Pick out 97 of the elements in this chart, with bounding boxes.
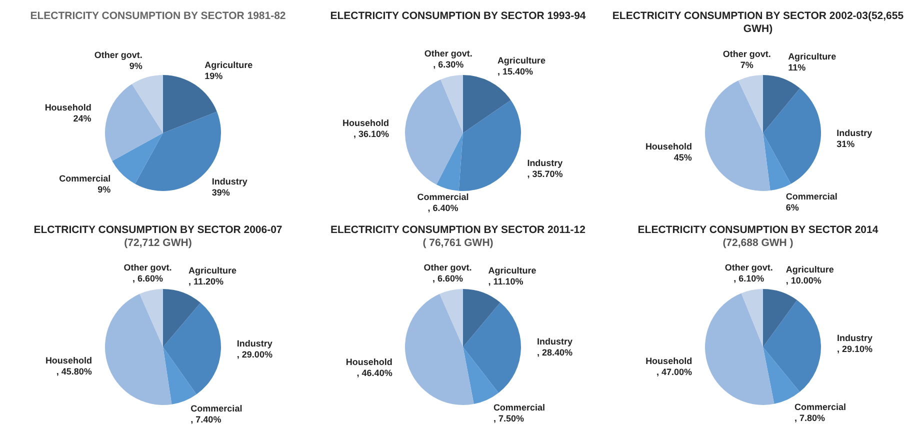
- chart-title: ELECTRICITY CONSUMPTION BY SECTOR 1981-82: [29, 10, 287, 23]
- chart-title: ELECTRICITY CONSUMPTION BY SECTOR 2014: [636, 224, 880, 237]
- data-label: 9%: [129, 60, 142, 71]
- slice-label: Other govt.: [724, 262, 773, 272]
- data-label: , 35.70%: [527, 168, 563, 179]
- pie-slice: [112, 133, 163, 184]
- pie-slice: [436, 133, 463, 191]
- pie-slice: [763, 133, 791, 191]
- slice-label: Commercial: [190, 404, 242, 414]
- data-label: , 10.00%: [786, 276, 822, 286]
- slice-label: Commercial: [493, 402, 545, 412]
- data-label: 6%: [786, 202, 799, 212]
- pie-slice: [763, 289, 798, 347]
- pie-slice: [405, 79, 463, 185]
- data-label: , 6.40%: [428, 203, 458, 214]
- pie-slice: [163, 302, 221, 394]
- pie-slice: [763, 347, 800, 404]
- pie-slice: [463, 289, 500, 347]
- data-label: , 7.40%: [190, 414, 222, 425]
- slice-label: Other govt.: [424, 262, 472, 273]
- data-label: , 15.40%: [497, 66, 533, 77]
- slice-label: Commercial: [59, 173, 111, 184]
- pie-slice: [140, 289, 163, 347]
- pie-slice: [738, 75, 763, 133]
- slice-label: Industry: [536, 336, 572, 346]
- slice-label: Household: [45, 356, 92, 366]
- data-label: , 47.00%: [656, 367, 692, 378]
- slice-label: Other govt.: [722, 48, 771, 59]
- slice-label: Other govt.: [94, 50, 142, 60]
- data-label: , 6.10%: [734, 273, 764, 284]
- pie-slice: [440, 75, 463, 133]
- chart-title: ELECTRICITY CONSUMPTION BY SECTOR 2002-03(52,655 GWH): [611, 10, 905, 36]
- slice-label: Industry: [236, 338, 272, 348]
- slice-label: Industry: [836, 128, 872, 138]
- pie-slice: [105, 294, 172, 405]
- slice-label: Commercial: [417, 192, 469, 202]
- pie-slice: [163, 289, 201, 347]
- slice-label: Other govt.: [124, 262, 172, 273]
- chart-subtitle: ( 76,761 GWH): [422, 237, 494, 250]
- data-label: , 11.10%: [488, 276, 524, 286]
- pie-slice: [705, 293, 774, 405]
- chart-subtitle: (72,712 GWH): [123, 237, 193, 250]
- pie-slice: [763, 88, 821, 184]
- slice-label: Agriculture: [204, 60, 253, 70]
- data-label: , 6.60%: [432, 274, 464, 284]
- slice-label: Household: [645, 142, 692, 152]
- slice-label: Other govt.: [424, 48, 472, 58]
- slice-label: Agriculture: [786, 264, 834, 275]
- slice-label: Commercial: [794, 402, 846, 412]
- data-label: , 7.50%: [493, 413, 524, 424]
- data-label: , 6.60%: [132, 274, 164, 284]
- slice-label: Agriculture: [188, 266, 237, 276]
- data-label: , 46.40%: [356, 368, 392, 378]
- data-label: 24%: [73, 114, 92, 124]
- data-label: , 28.40%: [536, 347, 573, 358]
- slice-label: Industry: [836, 332, 872, 343]
- pie-slice: [463, 302, 521, 393]
- data-label: 9%: [98, 184, 111, 194]
- slice-label: Household: [646, 356, 692, 366]
- pie-slice: [463, 347, 499, 404]
- data-label: 19%: [204, 70, 223, 81]
- slice-label: Agriculture: [788, 51, 836, 62]
- chart-title: ELECTRICITY CONSUMPTION BY SECTOR 2011-12: [330, 224, 586, 237]
- data-label: , 6.30%: [433, 59, 464, 70]
- slice-label: Household: [346, 356, 392, 367]
- data-label: , 29.00%: [236, 349, 272, 360]
- slice-label: Industry: [527, 158, 563, 168]
- data-label: 45%: [674, 152, 692, 163]
- pie-slice: [763, 75, 800, 133]
- pie-slice: [458, 100, 521, 191]
- pie-slice: [132, 75, 163, 133]
- data-label: , 36.10%: [354, 129, 390, 140]
- chart-title: ELCTRICITY CONSUMPTION BY SECTOR 2006-07: [32, 224, 284, 237]
- pie-slice: [741, 289, 763, 347]
- pie-slice: [763, 300, 821, 392]
- pie-slice: [440, 289, 463, 347]
- slice-label: Household: [44, 102, 92, 113]
- chart-title: ELECTRICITY CONSUMPTION BY SECTOR 1993-94: [329, 10, 587, 23]
- data-label: , 11.20%: [188, 276, 224, 287]
- data-label: 39%: [212, 188, 230, 198]
- pie-slice: [705, 80, 770, 191]
- data-label: , 29.10%: [836, 344, 872, 354]
- chart-subtitle: (72,688 GWH ): [722, 237, 794, 250]
- data-label: , 45.80%: [56, 366, 92, 377]
- slice-label: Commercial: [786, 191, 838, 202]
- slice-label: Industry: [212, 176, 248, 187]
- data-label: 11%: [788, 62, 806, 72]
- data-label: 31%: [836, 138, 855, 149]
- slice-label: Household: [342, 118, 390, 128]
- slice-label: Agriculture: [488, 265, 536, 276]
- slice-label: Agriculture: [497, 56, 546, 66]
- pie-slice: [463, 75, 511, 133]
- pie-slice: [105, 84, 163, 161]
- data-label: , 7.80%: [794, 412, 826, 423]
- pie-slice: [163, 347, 196, 404]
- data-label: 7%: [740, 60, 754, 70]
- pie-slice: [405, 294, 474, 405]
